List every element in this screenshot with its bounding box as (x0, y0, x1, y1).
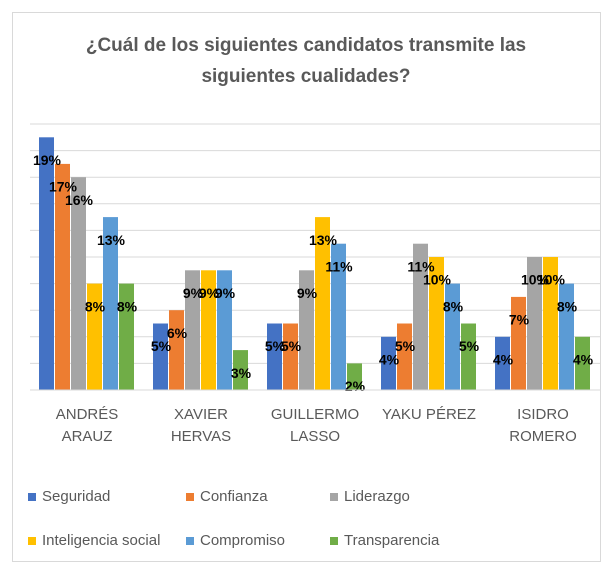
legend-marker (186, 537, 194, 545)
bar (87, 283, 102, 390)
x-tick-label: ANDRÉS ARAUZ (55, 406, 119, 445)
bar (169, 310, 184, 390)
data-label: 19% (33, 152, 62, 168)
data-label: 5% (265, 338, 286, 354)
legend-label: Transparencia (344, 532, 440, 549)
bar (543, 257, 558, 390)
data-label: 16% (65, 192, 94, 208)
bar (445, 283, 460, 390)
data-label: 4% (493, 352, 514, 368)
data-label: 5% (281, 338, 302, 354)
data-label: 17% (49, 179, 78, 195)
bar (233, 350, 248, 390)
data-label: 13% (309, 232, 338, 248)
legend-marker (330, 493, 338, 501)
x-tick-label: ISIDRO ROMERO (509, 406, 577, 445)
data-label: 13% (97, 232, 126, 248)
data-label: 9% (297, 285, 318, 301)
bar (575, 336, 590, 390)
chart-title: ¿Cuál de los siguientes candidatos trans… (85, 35, 527, 87)
bar (511, 296, 526, 390)
bar (39, 137, 54, 390)
legend-label: Inteligencia social (42, 532, 160, 549)
data-label: 7% (509, 312, 530, 328)
data-label: 5% (459, 338, 480, 354)
legend-marker (28, 493, 36, 501)
bar (381, 336, 396, 390)
bar (283, 323, 298, 390)
bar (153, 323, 168, 390)
x-tick-label: GUILLERMO LASSO (270, 406, 360, 445)
legend-marker (330, 537, 338, 545)
x-tick-label: XAVIER HERVAS (170, 406, 232, 445)
legend-label: Confianza (200, 488, 268, 505)
data-label: 10% (521, 272, 550, 288)
data-label: 5% (151, 338, 172, 354)
bar (315, 217, 330, 390)
legend-marker (28, 537, 36, 545)
data-label: 9% (183, 285, 204, 301)
bar (71, 177, 86, 390)
bar (429, 257, 444, 390)
data-label: 4% (573, 352, 594, 368)
data-label: 8% (117, 298, 138, 314)
bar (559, 283, 574, 390)
x-tick-label: YAKU PÉREZ (382, 406, 476, 423)
bar (217, 270, 232, 390)
data-label: 8% (557, 298, 578, 314)
data-label: 11% (407, 258, 435, 274)
data-label: 5% (395, 338, 416, 354)
bar (527, 257, 542, 390)
bar (397, 323, 412, 390)
data-label: 8% (443, 298, 464, 314)
data-label: 10% (537, 272, 566, 288)
legend-label: Seguridad (42, 488, 110, 505)
data-label: 2% (345, 378, 366, 394)
data-label: 4% (379, 352, 400, 368)
data-label: 9% (215, 285, 236, 301)
bar (55, 163, 70, 390)
bar (461, 323, 476, 390)
legend-marker (186, 493, 194, 501)
legend-label: Liderazgo (344, 488, 410, 505)
bar (267, 323, 282, 390)
data-label: 11% (325, 258, 353, 274)
bar (119, 283, 134, 390)
bar (299, 270, 314, 390)
bar (413, 243, 428, 390)
data-label: 9% (199, 285, 220, 301)
bar (347, 363, 362, 390)
bar (331, 243, 346, 390)
bar (495, 336, 510, 390)
data-label: 8% (85, 298, 106, 314)
legend-label: Compromiso (200, 532, 285, 549)
data-label: 6% (167, 325, 188, 341)
data-label: 3% (231, 365, 252, 381)
bar (201, 270, 216, 390)
bar (103, 217, 118, 390)
bar (185, 270, 200, 390)
data-label: 10% (423, 272, 452, 288)
